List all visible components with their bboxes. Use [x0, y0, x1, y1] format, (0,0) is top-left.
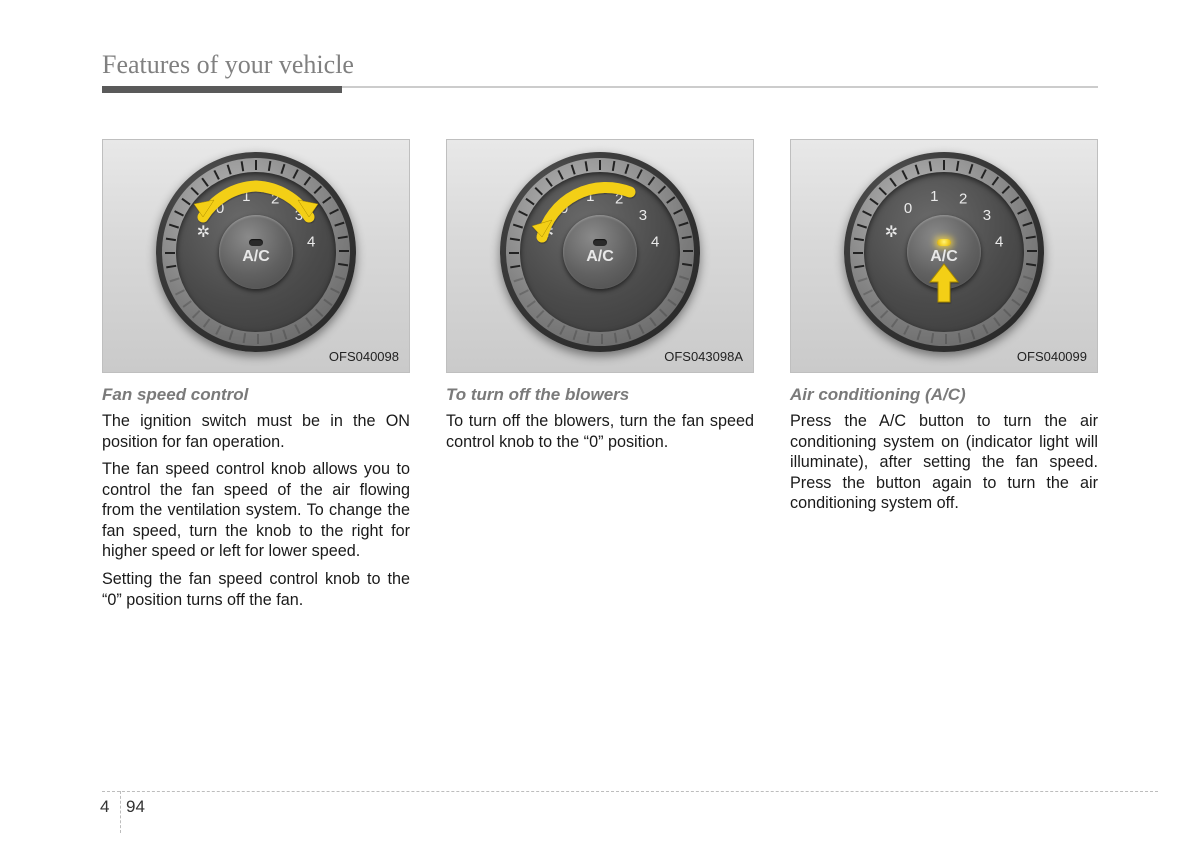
image-code: OFS040099	[1017, 349, 1087, 364]
ac-label: A/C	[930, 248, 958, 266]
body-text: The fan speed control knob allows you to…	[102, 459, 410, 562]
dial-number: 4	[989, 232, 1009, 252]
section-title: Features of your vehicle	[102, 50, 1098, 86]
figure-fan-speed: 0123 4 ✲ A/C	[102, 139, 410, 373]
fan-icon: ✲	[882, 224, 900, 242]
title-underline	[102, 86, 1098, 93]
fan-speed-dial: 0123 4 ✲ A/C	[156, 152, 356, 352]
ac-button: A/C	[563, 215, 637, 289]
body-text: To turn off the blowers, turn the fan sp…	[446, 411, 754, 452]
dial-number: 1	[236, 187, 256, 207]
dial-number: 3	[633, 206, 653, 226]
page-root: Features of your vehicle 01234✲ A/C	[0, 0, 1200, 861]
dial-number: 0	[554, 199, 574, 219]
column-fan-speed: 0123 4 ✲ A/C	[102, 139, 410, 617]
body-text: Setting the fan speed control knob to th…	[102, 569, 410, 610]
ac-label: A/C	[242, 248, 270, 266]
dial-number: 1	[580, 187, 600, 207]
image-code: OFS043098A	[664, 349, 743, 364]
ac-label: A/C	[586, 248, 614, 266]
fan-icon: ✲	[538, 224, 556, 242]
chapter-number: 4	[100, 797, 109, 817]
dial-number: 2	[609, 189, 629, 209]
figure-turn-off: 0123 4 ✲ A/C	[446, 139, 754, 373]
dial-number: 3	[977, 206, 997, 226]
content-columns: 01234✲ A/C	[102, 139, 1098, 617]
subhead: Fan speed control	[102, 385, 410, 405]
fan-icon: ✲	[194, 224, 212, 242]
dial-number: 2	[953, 189, 973, 209]
dial-number: 0	[210, 199, 230, 219]
dial-number: 3	[289, 206, 309, 226]
image-code: OFS040098	[329, 349, 399, 364]
column-turn-off: 0123 4 ✲ A/C	[446, 139, 754, 617]
fan-speed-dial: 0123 4 ✲ A/C	[500, 152, 700, 352]
dial-number: 2	[265, 189, 285, 209]
page-number: 94	[126, 797, 145, 817]
ac-button: A/C	[219, 215, 293, 289]
subhead: To turn off the blowers	[446, 385, 754, 405]
dial-number: 4	[645, 232, 665, 252]
body-text: The ignition switch must be in the ON po…	[102, 411, 410, 452]
dial-number: 0	[898, 199, 918, 219]
dial-number: 1	[924, 187, 944, 207]
dial-number: 4	[301, 232, 321, 252]
ac-indicator-light	[593, 239, 607, 246]
page-footer: 4 94	[102, 791, 1098, 819]
subhead: Air conditioning (A/C)	[790, 385, 1098, 405]
ac-button: A/C	[907, 215, 981, 289]
ac-indicator-light	[937, 239, 951, 246]
body-text: Press the A/C button to turn the air con…	[790, 411, 1098, 514]
column-ac: 0123 4 ✲ A/C	[790, 139, 1098, 617]
figure-ac: 0123 4 ✲ A/C	[790, 139, 1098, 373]
fan-speed-dial: 0123 4 ✲ A/C	[844, 152, 1044, 352]
ac-indicator-light	[249, 239, 263, 246]
